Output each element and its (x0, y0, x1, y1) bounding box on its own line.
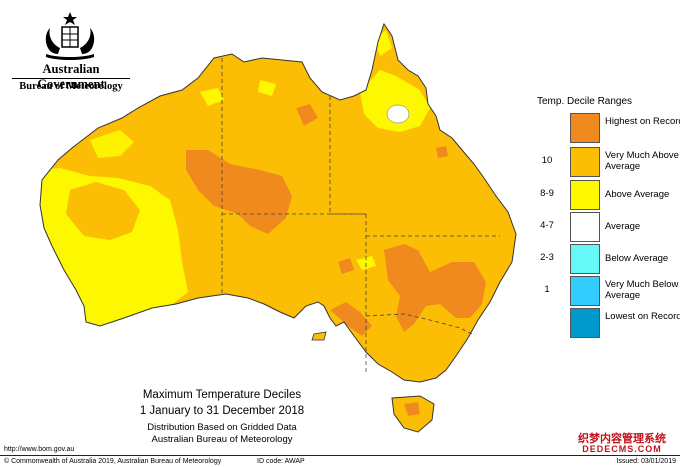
bureau-title: Bureau of Meteorology (19, 81, 123, 92)
footer-divider (0, 455, 680, 456)
map-source: Australian Bureau of Meteorology (151, 434, 293, 445)
region-cape-average (386, 104, 410, 124)
region-cape-above-average (360, 70, 430, 132)
map-note: Distribution Based on Gridded Data (147, 422, 297, 433)
legend-item-average: 4-7 Average (535, 212, 680, 242)
region-west-very-much-above (66, 182, 140, 240)
legend-item-below: 2-3 Below Average (535, 244, 680, 274)
region-sa-highest (330, 302, 372, 336)
state-borders (221, 58, 500, 372)
legend-item-very-much-below: 1 Very Much Below Average (535, 276, 680, 306)
copyright-text: © Commonwealth of Australia 2019, Austra… (4, 458, 222, 465)
id-code: ID code: AWAP (257, 458, 305, 465)
legend-item-very-much-above: 10 Very Much Above Average (535, 147, 680, 177)
map-title: Maximum Temperature Deciles (142, 389, 302, 401)
legend-title: Temp. Decile Ranges (537, 96, 633, 107)
region-central-highest (186, 150, 292, 234)
issued-date: Issued: 03/01/2019 (616, 458, 676, 465)
legend-item-above: 8-9 Above Average (535, 180, 680, 210)
title-divider (12, 78, 130, 79)
region-southeast-highest (384, 244, 486, 332)
legend-item-highest: Highest on Record (535, 113, 680, 143)
government-title: Australian Government (37, 62, 105, 91)
coat-of-arms-icon (45, 12, 95, 60)
watermark-text: 织梦内容管理系统 (578, 433, 666, 445)
map-period: 1 January to 31 December 2018 (139, 405, 305, 417)
legend-item-lowest: Lowest on Record (535, 308, 680, 338)
region-pilbara-above (90, 130, 134, 158)
watermark-site: DEDECMS.COM (582, 444, 662, 454)
bom-url[interactable]: http://www.bom.gov.au (4, 446, 75, 453)
